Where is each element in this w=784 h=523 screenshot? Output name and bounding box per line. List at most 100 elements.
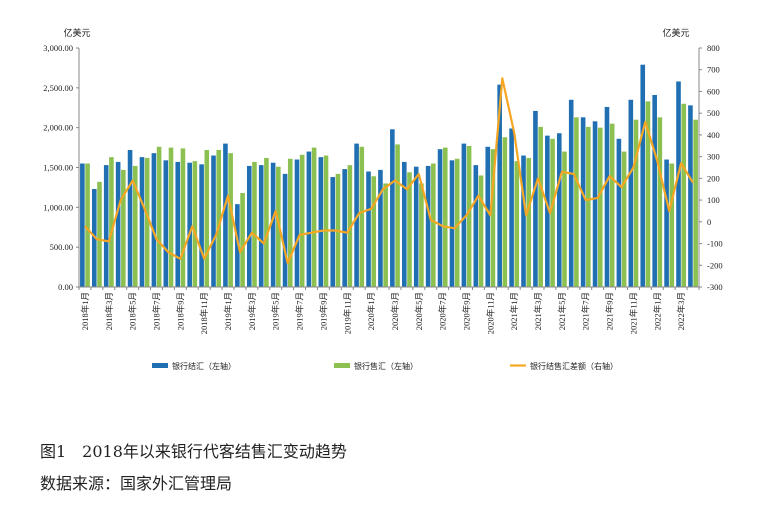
- bar-bank-settlement: [306, 151, 312, 287]
- bar-bank-sales: [693, 119, 698, 287]
- bar-bank-sales: [299, 154, 305, 287]
- bar-bank-settlement: [461, 143, 467, 287]
- bar-bank-sales: [526, 157, 532, 287]
- x-tick-label: 2019年3月: [247, 292, 257, 330]
- bar-bank-settlement: [199, 164, 204, 287]
- bar-bank-settlement: [628, 99, 634, 288]
- bar-bank-settlement: [473, 165, 479, 287]
- bar-bank-sales: [562, 151, 567, 287]
- bar-bank-sales: [538, 126, 543, 288]
- bar-bank-sales: [192, 161, 198, 287]
- bar-bank-settlement: [664, 159, 669, 287]
- bar-bank-sales: [669, 163, 675, 287]
- bar-bank-settlement: [175, 161, 181, 287]
- bar-series: [80, 64, 698, 288]
- x-tick-label: 2020年1月: [366, 292, 376, 330]
- bar-bank-sales: [383, 183, 388, 287]
- right-tick-label: 100: [707, 195, 720, 205]
- x-tick-label: 2020年5月: [414, 292, 424, 330]
- bar-bank-sales: [586, 126, 591, 288]
- bar-bank-settlement: [151, 153, 157, 287]
- bar-bank-sales: [323, 155, 329, 287]
- bar-bank-sales: [204, 149, 210, 287]
- bar-bank-settlement: [80, 163, 85, 287]
- bar-bank-sales: [442, 147, 448, 287]
- bar-bank-settlement: [103, 165, 109, 287]
- bar-bank-settlement: [568, 99, 574, 288]
- right-tick-label: 0: [707, 217, 711, 227]
- x-tick-label: 2022年3月: [676, 292, 686, 330]
- x-tick-label: 2018年3月: [104, 292, 114, 330]
- x-tick-label: 2018年11月: [199, 292, 209, 334]
- bar-bank-sales: [311, 147, 317, 287]
- bar-bank-settlement: [235, 204, 240, 287]
- bar-bank-settlement: [330, 177, 336, 287]
- legend-swatch: [334, 363, 350, 368]
- bar-bank-settlement: [533, 110, 538, 287]
- bar-bank-sales: [454, 158, 460, 287]
- x-tick-label: 2019年9月: [318, 292, 328, 330]
- source-note: 数据来源：国家外汇管理局: [40, 474, 233, 493]
- figure-title: 图1 2018年以来银行代客结售汇变动趋势: [40, 442, 347, 461]
- right-tick-label: 800: [707, 43, 720, 53]
- bar-bank-settlement: [413, 166, 419, 287]
- x-tick-label: 2021年5月: [557, 292, 567, 330]
- bar-bank-settlement: [616, 138, 622, 287]
- bar-bank-settlement: [246, 165, 252, 287]
- bar-bank-settlement: [401, 161, 407, 287]
- left-tick-label: 500.00: [50, 242, 73, 252]
- left-unit-label: 亿美元: [63, 27, 90, 39]
- bar-bank-settlement: [342, 169, 347, 287]
- bar-bank-sales: [347, 165, 353, 287]
- legend-label: 银行售汇（左轴）: [354, 361, 418, 371]
- right-tick-label: 600: [707, 86, 720, 96]
- bar-bank-settlement: [366, 171, 371, 287]
- x-tick-label: 2018年7月: [152, 292, 162, 330]
- right-tick-label: -100: [707, 239, 723, 249]
- bar-bank-sales: [180, 148, 186, 287]
- legend: 银行结汇（左轴） 银行售汇（左轴） 银行结售汇差额（右轴）: [152, 361, 618, 371]
- bar-bank-sales: [490, 149, 496, 287]
- bar-bank-sales: [633, 119, 639, 287]
- right-tick-label: 700: [707, 65, 720, 75]
- bar-bank-settlement: [127, 149, 133, 287]
- bar-bank-settlement: [139, 157, 145, 287]
- bar-bank-sales: [478, 175, 484, 287]
- bar-bank-settlement: [545, 135, 550, 287]
- right-unit-label: 亿美元: [662, 27, 689, 39]
- x-tick-label: 2021年9月: [605, 292, 615, 330]
- bar-bank-sales: [574, 117, 579, 287]
- bar-bank-settlement: [115, 161, 121, 287]
- bar-bank-sales: [514, 161, 520, 287]
- bar-bank-settlement: [91, 189, 97, 287]
- x-tick-label: 2019年11月: [342, 292, 352, 334]
- bar-bank-settlement: [509, 128, 514, 287]
- left-tick-label: 2,000.00: [43, 123, 73, 133]
- right-tick-label: 300: [707, 152, 720, 162]
- bar-bank-sales: [228, 153, 233, 287]
- bar-bank-sales: [156, 146, 162, 287]
- bar-bank-sales: [419, 183, 424, 287]
- bar-bank-settlement: [688, 105, 693, 287]
- bar-bank-settlement: [580, 117, 586, 287]
- x-tick-label: 2021年11月: [628, 292, 638, 334]
- bar-bank-settlement: [437, 149, 443, 287]
- x-tick-label: 2019年7月: [295, 292, 305, 330]
- bar-bank-settlement: [556, 133, 562, 287]
- bar-bank-settlement: [449, 160, 455, 287]
- bar-bank-sales: [431, 163, 436, 287]
- x-tick-label: 2021年3月: [533, 292, 543, 330]
- bar-bank-sales: [109, 157, 114, 287]
- bar-bank-sales: [657, 117, 663, 287]
- bar-bank-sales: [597, 127, 603, 288]
- bar-bank-sales: [168, 147, 174, 287]
- bar-bank-settlement: [378, 169, 383, 287]
- bar-bank-sales: [144, 157, 150, 287]
- bar-bank-sales: [621, 151, 627, 287]
- right-tick-label: -300: [707, 282, 723, 292]
- bar-bank-settlement: [676, 81, 681, 288]
- bar-bank-settlement: [187, 162, 192, 287]
- x-tick-label: 2021年7月: [581, 292, 591, 330]
